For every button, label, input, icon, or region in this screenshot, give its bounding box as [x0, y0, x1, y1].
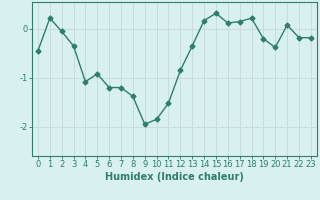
X-axis label: Humidex (Indice chaleur): Humidex (Indice chaleur): [105, 172, 244, 182]
